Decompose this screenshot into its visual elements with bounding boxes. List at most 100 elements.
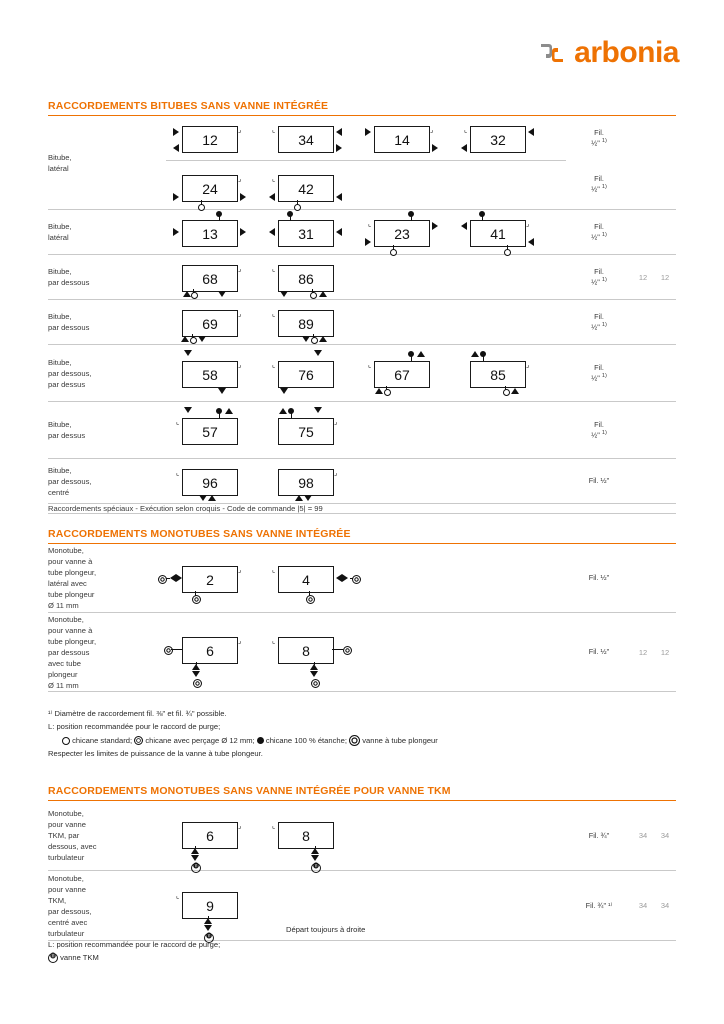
circle-double-icon (311, 679, 320, 688)
code-box: 34 (278, 126, 334, 153)
code-box: 58 (182, 361, 238, 388)
margin-number-left: 34 (638, 831, 648, 840)
row-diagram: 9 ⓫ ⌞ Départ toujours à droite (166, 871, 566, 943)
arrow-down-icon (314, 407, 322, 413)
legend-tkm-symbol-row: ⓫ vanne TKM (48, 951, 220, 964)
purge-l-mark: ⌟ (238, 127, 242, 134)
code-box: 67 (374, 361, 430, 388)
code-box: 4 (278, 566, 334, 593)
connection-unit: 2 ⌟ (158, 556, 262, 604)
code-box: 42 (278, 175, 334, 202)
connection-unit: 6 ⓫ ⌟ (166, 806, 262, 873)
margin-number-right: 34 (660, 901, 670, 910)
circle-open-icon (191, 292, 198, 299)
connection-unit: 32 ⌞ (454, 116, 550, 160)
row-label-monotube-lateral: Monotube, pour vanne à tube plongeur, latér… (48, 546, 97, 610)
stem (219, 413, 220, 418)
arrow-left-icon (336, 128, 342, 136)
stem (290, 215, 291, 221)
purge-l-mark: ⌞ (272, 176, 276, 183)
purge-l-mark: ⌞ (272, 266, 276, 273)
arrow-down-icon (218, 388, 226, 394)
code-box: 85 (470, 361, 526, 388)
code-box: 31 (278, 220, 334, 247)
connection-unit: 41 ⌟ (454, 210, 550, 256)
stem (393, 245, 394, 250)
margin-number (654, 116, 676, 160)
circle-open-icon (503, 389, 510, 396)
stem (309, 591, 310, 597)
arrow-right-icon (173, 228, 179, 236)
purge-l-mark: ⌞ (464, 127, 468, 134)
margin-number (632, 459, 654, 504)
purge-l-mark: ⌟ (334, 419, 338, 426)
arrow-right-icon (240, 193, 246, 201)
code-box: 8 (278, 637, 334, 664)
arrow-up-icon (183, 291, 191, 297)
bitubes-table: Bitube, latéral 12 ⌟ 34 ⌞ (48, 116, 676, 514)
connection-unit: 96 ⌞ (166, 459, 262, 503)
legend-main: ¹⁾ Diamètre de raccordement fil. ⅜" et f… (48, 707, 438, 760)
circle-filled-icon (408, 211, 414, 217)
stem (192, 334, 193, 338)
margin-number (654, 160, 676, 210)
tkm-valve-icon: ⓫ (204, 933, 214, 943)
purge-l-mark: ⌞ (176, 419, 180, 426)
arrow-down-icon (280, 291, 288, 297)
arrow-up-icon (375, 388, 383, 394)
circle-open-icon (390, 249, 397, 256)
table-row: Monotube, pour vanne à tube plongeur, latér… (48, 544, 676, 613)
tkm-valve-icon: ⓫ (48, 953, 58, 964)
stem (314, 662, 315, 665)
row-diagram: 68 ⌟ 86 ⌞ (166, 255, 566, 300)
purge-l-mark: ⌞ (272, 638, 276, 645)
circle-filled-icon (288, 408, 294, 414)
stem (219, 215, 220, 221)
purge-l-mark: ⌞ (272, 127, 276, 134)
stem (171, 649, 182, 650)
arrow-down-icon (191, 855, 199, 861)
purge-l-mark: ⌟ (526, 362, 530, 369)
stem (332, 649, 343, 650)
legend-purge-note: L: position recommandée pour le raccord … (48, 722, 221, 732)
fil-label: Fil. ½" 1) (591, 419, 607, 440)
row-label-bitube-lateral-b: Bitube, latéral (48, 222, 72, 242)
arbonia-logo-mark-icon (539, 40, 565, 66)
section-monotubes: RACCORDEMENTS MONOTUBES SANS VANNE INTÉG… (48, 528, 676, 692)
arrow-up-icon (417, 351, 425, 357)
margin-number (654, 459, 676, 504)
code-box: 57 (182, 418, 238, 445)
purge-l-mark: ⌞ (272, 311, 276, 318)
arrow-down-icon (311, 855, 319, 861)
row-diagram: 24 ⌟ 42 ⌞ (166, 160, 566, 211)
stem (507, 245, 508, 250)
row-diagram: 96 ⌞ 98 ⌟ (166, 459, 566, 504)
fil-label: Fil. ¾" (588, 830, 610, 840)
arrow-up-icon (511, 388, 519, 394)
arrow-right-icon (173, 193, 179, 201)
row-label-bitube-lateral-a: Bitube, latéral (48, 152, 72, 173)
arrow-left-icon (170, 574, 176, 582)
connection-unit: 86 ⌞ (262, 255, 358, 299)
margin-number-right: 34 (660, 831, 670, 840)
purge-l-mark: ⌟ (238, 311, 242, 318)
legend-text-chicane-etanche: chicane 100 % étanche; (265, 735, 347, 745)
connection-unit: 75 ⌟ (262, 402, 358, 458)
code-box: 8 (278, 822, 334, 849)
code-box: 96 (182, 469, 238, 496)
arrow-down-icon (314, 350, 322, 356)
stem (166, 578, 170, 579)
purge-l-mark: ⌞ (176, 470, 180, 477)
circle-pierced-icon (134, 736, 144, 746)
table-row: Monotube, pour vanne TKM, par dessous, centr… (48, 871, 676, 943)
purge-l-mark: ⌟ (526, 221, 530, 228)
stem (411, 215, 412, 221)
connection-unit: 58 ⌟ (166, 345, 262, 401)
connection-unit: 68 ⌟ (166, 255, 262, 299)
arrow-left-icon (461, 144, 467, 152)
row-label-tkm-par-dessous: Monotube, pour vanne TKM, par dessous, avec… (48, 809, 97, 862)
margin-number (632, 504, 654, 514)
row-diagram: 6 ⌟ 8 (164, 613, 566, 692)
purge-l-mark: ⌟ (238, 638, 242, 645)
margin-number (632, 345, 654, 402)
